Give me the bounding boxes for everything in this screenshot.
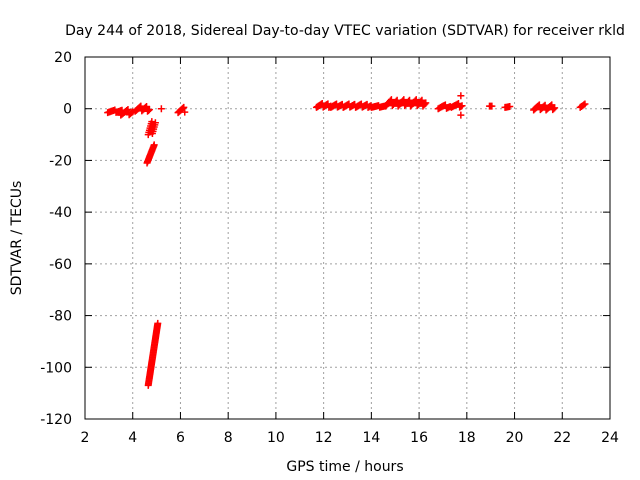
data-point xyxy=(150,141,158,149)
x-tick-label: 16 xyxy=(410,430,428,446)
data-point xyxy=(506,103,514,111)
data-point xyxy=(181,108,189,116)
data-point xyxy=(157,105,165,113)
x-tick-label: 2 xyxy=(81,430,90,446)
x-tick-label: 10 xyxy=(267,430,285,446)
data-point xyxy=(421,100,429,108)
data-point xyxy=(179,104,187,112)
data-point xyxy=(551,104,559,112)
tick-labels: 2 4 6 8 10 12 14 16 18 20 22 24200-20-40-60-80-100-… xyxy=(40,50,619,446)
data-points xyxy=(104,92,589,389)
plot-frame xyxy=(84,56,611,420)
data-point xyxy=(128,109,136,117)
x-tick-label: 14 xyxy=(362,430,380,446)
data-point xyxy=(458,102,466,110)
x-tick-label: 8 xyxy=(224,430,233,446)
data-point xyxy=(580,101,588,109)
y-tick-label: -40 xyxy=(49,205,72,221)
x-tick-label: 22 xyxy=(553,430,571,446)
x-axis-label: GPS time / hours xyxy=(286,459,403,475)
x-tick-label: 18 xyxy=(458,430,476,446)
x-tick-label: 20 xyxy=(506,430,524,446)
y-tick-label: -20 xyxy=(49,153,72,169)
chart-title: Day 244 of 2018, Sidereal Day-to-day VTE… xyxy=(65,23,625,39)
data-point xyxy=(457,111,465,119)
data-point xyxy=(550,105,558,113)
data-point xyxy=(145,106,153,114)
data-point xyxy=(422,99,430,107)
axes xyxy=(84,56,611,420)
data-point xyxy=(154,319,162,327)
data-point xyxy=(180,103,188,111)
grid xyxy=(85,57,610,419)
y-tick-label: -60 xyxy=(49,257,72,273)
x-tick-label: 6 xyxy=(176,430,185,446)
data-point xyxy=(457,92,465,100)
y-tick-label: -80 xyxy=(49,309,72,325)
data-point xyxy=(417,97,425,105)
data-point xyxy=(418,96,426,104)
y-tick-label: 0 xyxy=(63,102,72,118)
data-point xyxy=(581,100,589,108)
x-tick-label: 12 xyxy=(315,430,333,446)
x-tick-label: 24 xyxy=(601,430,619,446)
y-tick-label: -100 xyxy=(40,360,72,376)
x-tick-label: 4 xyxy=(128,430,137,446)
data-point xyxy=(123,106,131,114)
data-point xyxy=(488,102,496,110)
y-tick-label: 20 xyxy=(54,50,72,66)
data-point xyxy=(124,105,132,113)
y-axis-label: SDTVAR / TECUs xyxy=(9,181,25,296)
data-point xyxy=(151,119,159,127)
data-point xyxy=(144,106,152,114)
y-tick-label: -120 xyxy=(40,412,72,428)
